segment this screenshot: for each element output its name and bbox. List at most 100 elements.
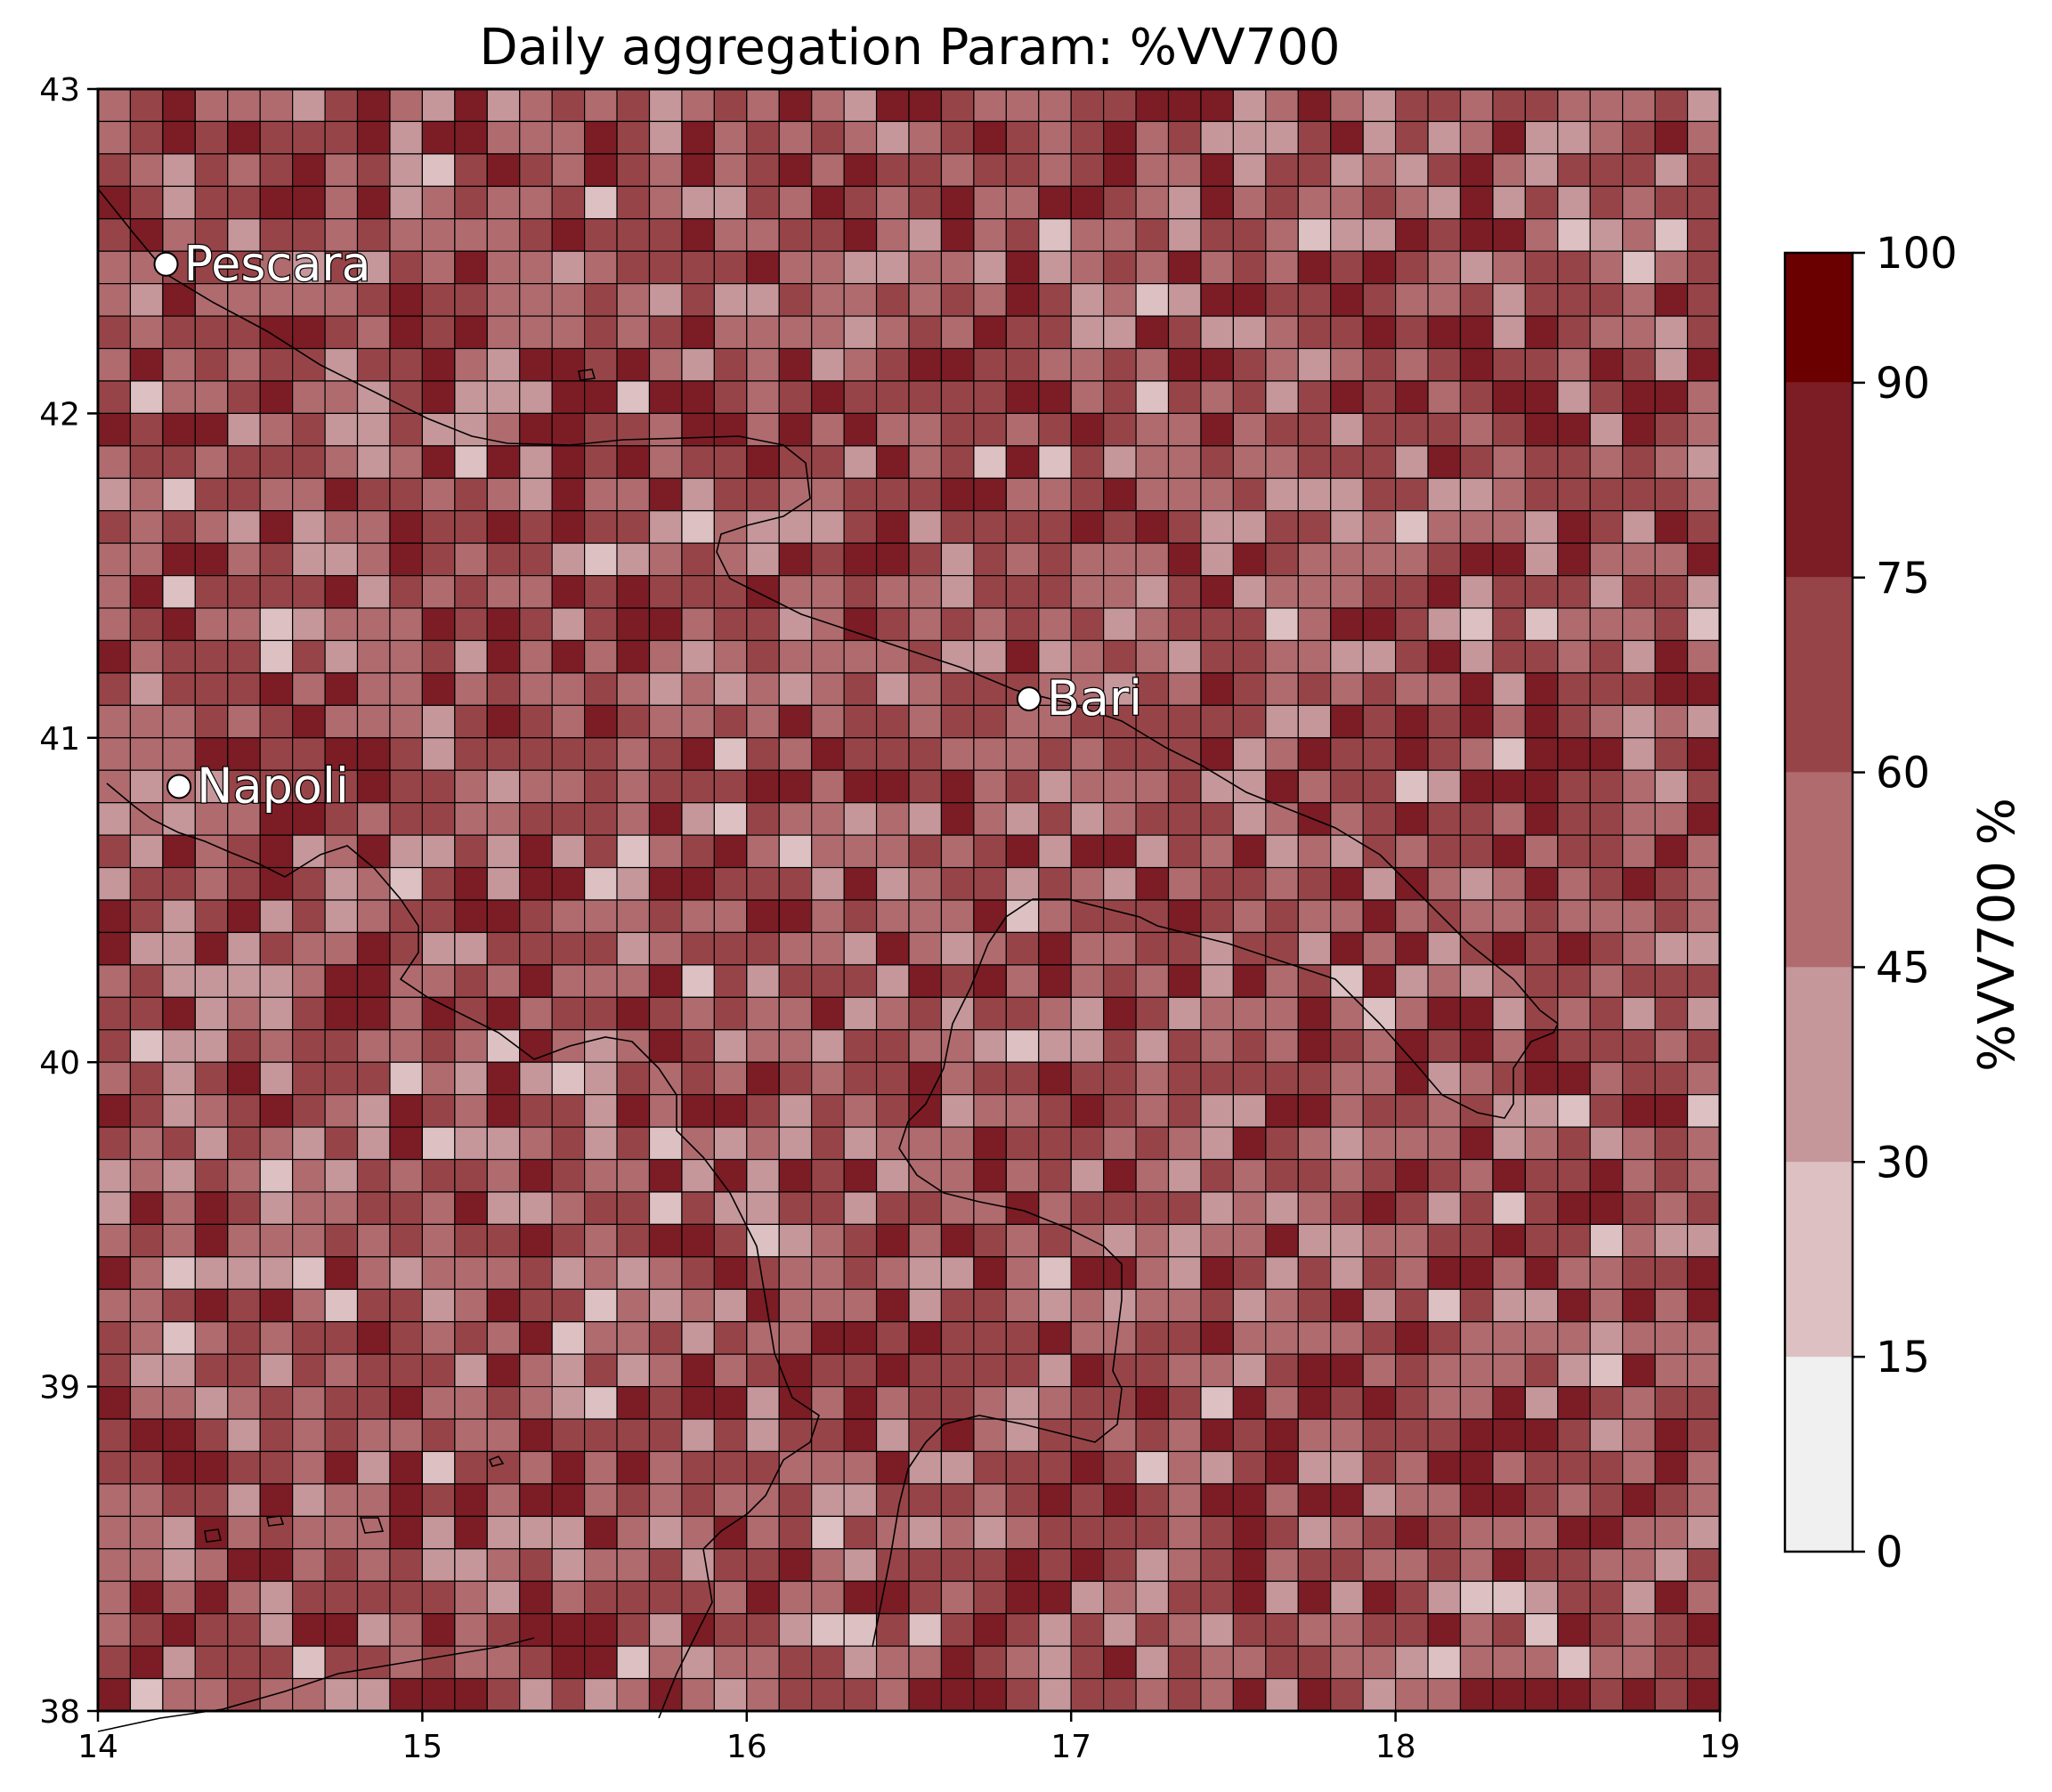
heatmap-cell [1135,574,1170,609]
heatmap-cell [1427,834,1462,869]
y-tick-label: 38 [39,1694,80,1731]
heatmap-cell [973,218,1007,252]
heatmap-cell [746,88,780,123]
heatmap-cell [681,866,715,901]
heatmap-cell [1524,477,1559,512]
heatmap-cell [1362,542,1397,577]
heatmap-cell [1135,1061,1170,1096]
heatmap-cell [324,1191,359,1225]
heatmap-cell [1394,1191,1429,1225]
heatmap-cell [421,1126,456,1161]
heatmap-cell [389,866,423,901]
heatmap-cell [746,1126,780,1161]
heatmap-cell [97,931,132,966]
heatmap-cell [324,1029,359,1063]
heatmap-cell [1589,1353,1624,1388]
heatmap-cell [746,347,780,382]
heatmap-cell [681,445,715,479]
heatmap-cell [843,1029,878,1063]
heatmap-cell [1459,218,1494,252]
heatmap-cell [194,542,229,577]
heatmap-cell [1524,964,1559,998]
heatmap-cell [1038,834,1072,869]
heatmap-cell [973,1645,1007,1680]
heatmap-cell [648,639,683,674]
heatmap-cell [1232,1580,1267,1615]
heatmap-cell [1459,1548,1494,1582]
heatmap-cell [1038,704,1072,739]
heatmap-cell [194,380,229,414]
heatmap-cell [746,1613,780,1647]
heatmap-cell [713,1580,748,1615]
heatmap-cell [1200,964,1234,998]
heatmap-cell [1427,477,1462,512]
heatmap-cell [1038,1645,1072,1680]
heatmap-cell [1005,218,1040,252]
heatmap-cell [616,412,651,447]
heatmap-cell [1135,1029,1170,1063]
heatmap-cell [129,704,164,739]
heatmap-cell [1103,1158,1137,1193]
heatmap-cell [1103,639,1137,674]
heatmap-cell [1200,153,1234,187]
heatmap-cell [1589,1645,1624,1680]
heatmap-cell [194,1483,229,1517]
heatmap-cell [551,1223,586,1258]
heatmap-cell [778,1418,813,1453]
heatmap-cell [1654,1321,1689,1355]
heatmap-cell [1070,1515,1105,1550]
colorbar-frame [1783,251,1854,1553]
heatmap-cell [389,445,423,479]
heatmap-cell [1524,1677,1559,1712]
heatmap-cell [1038,510,1072,544]
heatmap-cell [713,1645,748,1680]
heatmap-cell [454,737,488,771]
heatmap-cell [1459,1223,1494,1258]
heatmap-cell [1654,866,1689,901]
heatmap-cell [1297,1515,1332,1550]
heatmap-cell [1167,510,1202,544]
heatmap-cell [259,769,294,804]
heatmap-cell [1459,834,1494,869]
heatmap-cell [713,866,748,901]
heatmap-cell [1524,1645,1559,1680]
heatmap-cell [778,769,813,804]
heatmap-cell [162,607,196,642]
heatmap-cell [1557,1029,1591,1063]
heatmap-cell [1686,347,1721,382]
heatmap-cell [389,218,423,252]
heatmap-cell [259,1094,294,1128]
heatmap-cell [259,1191,294,1225]
heatmap-cell [162,1548,196,1582]
heatmap-cell [843,1645,878,1680]
heatmap-cell [486,574,521,609]
heatmap-cell [1459,477,1494,512]
heatmap-cell [875,639,910,674]
heatmap-cell [713,639,748,674]
heatmap-cell [843,931,878,966]
heatmap-cell [583,1353,618,1388]
heatmap-cell [227,1483,261,1517]
heatmap-cell [259,1645,294,1680]
heatmap-cell [681,542,715,577]
heatmap-cell [973,1158,1007,1193]
heatmap-cell [454,1385,488,1420]
heatmap-cell [1135,315,1170,350]
heatmap-cell [551,769,586,804]
heatmap-cell [1492,1321,1526,1355]
heatmap-cell [746,1677,780,1712]
heatmap-cell [356,834,391,869]
heatmap-cell [1103,1353,1137,1388]
heatmap-cell [1557,1418,1591,1453]
heatmap-cell [778,1353,813,1388]
heatmap-cell [389,672,423,706]
heatmap-cell [389,1061,423,1096]
heatmap-cell [1362,120,1397,155]
heatmap-cell [389,1191,423,1225]
heatmap-cell [973,1191,1007,1225]
heatmap-cell [162,1353,196,1388]
heatmap-cell [1686,1353,1721,1388]
heatmap-cell [681,1450,715,1485]
heatmap-cell [97,1061,132,1096]
heatmap-cell [1135,88,1170,123]
